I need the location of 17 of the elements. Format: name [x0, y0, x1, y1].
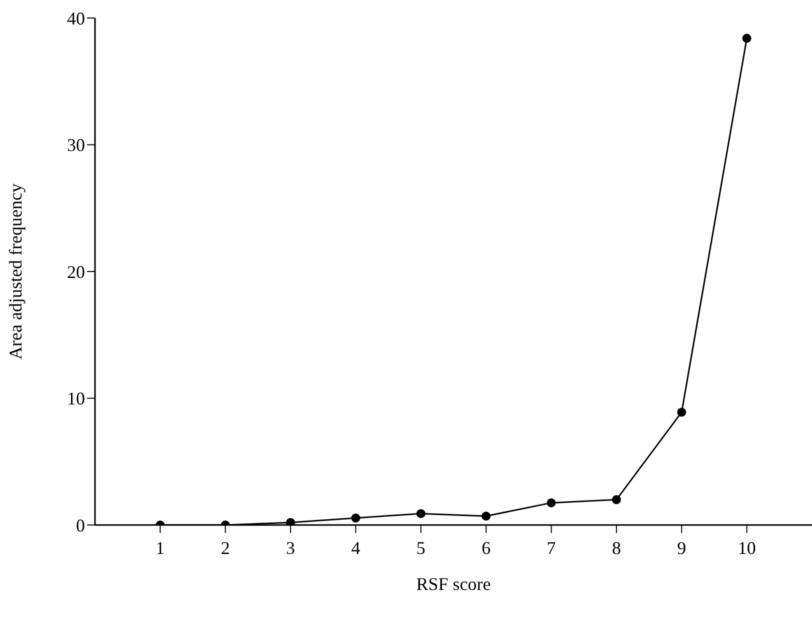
- y-tick-label: 0: [76, 515, 85, 536]
- x-tick-label: 3: [286, 538, 296, 558]
- x-tick-label: 8: [612, 538, 621, 558]
- x-tick-label: 10: [738, 538, 756, 558]
- x-tick-label: 5: [416, 538, 426, 558]
- y-tick-label: 40: [67, 8, 85, 28]
- x-tick-label: 9: [677, 538, 686, 558]
- x-tick-label: 4: [351, 538, 360, 558]
- y-tick-label: 30: [67, 135, 85, 156]
- x-tick-label: 2: [220, 538, 230, 558]
- y-axis-title: Area adjusted frequency: [5, 184, 26, 360]
- y-tick-label: 10: [67, 388, 85, 409]
- x-axis-title: RSF score: [416, 574, 491, 594]
- x-tick-label: 7: [546, 538, 556, 558]
- y-tick-label: 20: [67, 262, 85, 282]
- x-tick-label: 1: [156, 538, 165, 558]
- x-tick-label: 6: [482, 538, 491, 558]
